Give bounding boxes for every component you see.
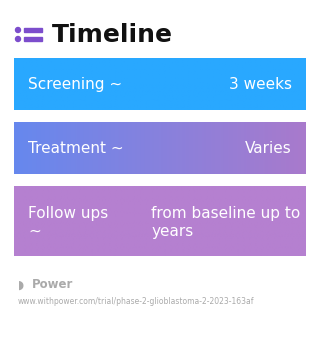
Text: years: years bbox=[151, 223, 194, 238]
Bar bbox=[24, 28, 42, 32]
FancyBboxPatch shape bbox=[11, 55, 309, 113]
Text: ◗: ◗ bbox=[18, 279, 24, 291]
Text: Varies: Varies bbox=[245, 141, 292, 155]
FancyBboxPatch shape bbox=[11, 119, 309, 177]
Bar bbox=[24, 37, 42, 41]
Text: from baseline up to 3: from baseline up to 3 bbox=[151, 205, 315, 220]
Text: ~: ~ bbox=[28, 223, 41, 238]
FancyBboxPatch shape bbox=[11, 183, 309, 259]
Circle shape bbox=[15, 36, 20, 42]
Text: Follow ups: Follow ups bbox=[28, 205, 108, 220]
Text: Treatment ~: Treatment ~ bbox=[28, 141, 124, 155]
Circle shape bbox=[15, 27, 20, 33]
Text: www.withpower.com/trial/phase-2-glioblastoma-2-2023-163af: www.withpower.com/trial/phase-2-glioblas… bbox=[18, 297, 254, 306]
Text: Screening ~: Screening ~ bbox=[28, 76, 122, 92]
Text: 3 weeks: 3 weeks bbox=[229, 76, 292, 92]
Text: Power: Power bbox=[32, 279, 73, 291]
Text: Timeline: Timeline bbox=[52, 23, 173, 47]
